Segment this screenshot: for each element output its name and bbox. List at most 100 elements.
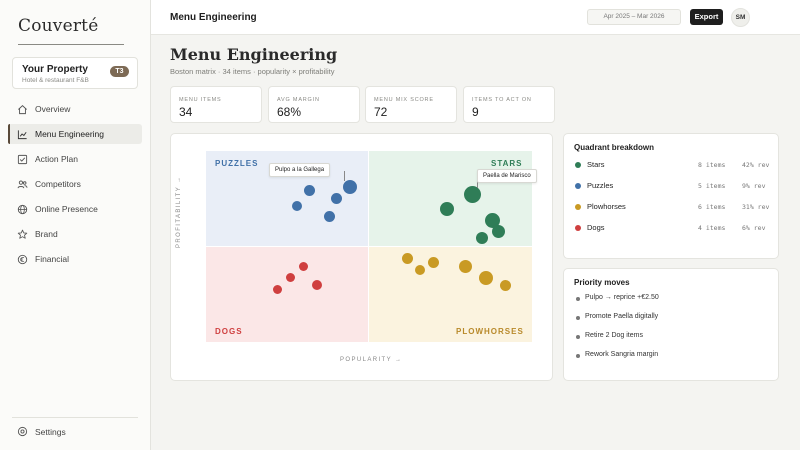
menu-item-dot[interactable] — [402, 253, 413, 264]
sidebar-item-overview[interactable]: Overview — [8, 99, 142, 119]
priority-move-item[interactable]: Retire 2 Dog items — [574, 332, 770, 344]
home-icon — [17, 104, 28, 115]
menu-item-dot[interactable] — [415, 265, 425, 275]
quadrant-count: 4 items — [698, 224, 726, 232]
legend-swatch — [575, 183, 581, 189]
sidebar-item-competitors[interactable]: Competitors — [8, 174, 142, 194]
menu-item-dot[interactable] — [500, 280, 511, 291]
quadrant-name: Dogs — [587, 223, 605, 232]
quadrant-count: 8 items — [698, 161, 726, 169]
kpi-label: MENU MIX SCORE — [374, 97, 434, 103]
globe-icon — [17, 204, 28, 215]
checkbox-icon — [17, 154, 28, 165]
priority-moves-panel: Priority moves Pulpo → reprice +€2.50 Pr… — [563, 268, 779, 381]
quadrant-label-dogs: DOGS — [215, 327, 243, 336]
x-axis-label: POPULARITY → — [340, 357, 403, 363]
priority-move-text: Promote Paella digitally — [585, 313, 659, 320]
sidebar-item-online-presence[interactable]: Online Presence — [8, 199, 142, 219]
priority-move-text: Retire 2 Dog items — [585, 332, 643, 339]
quadrant-revenue: 31% rev — [742, 203, 770, 211]
priority-move-text: Pulpo → reprice +€2.50 — [585, 294, 659, 301]
bullet-icon — [576, 316, 580, 320]
sidebar-item-brand[interactable]: Brand — [8, 224, 142, 244]
priority-move-item[interactable]: Pulpo → reprice +€2.50 — [574, 294, 770, 306]
users-icon — [17, 179, 28, 190]
menu-item-dot[interactable] — [286, 273, 295, 282]
menu-item-dot[interactable] — [312, 280, 322, 290]
brand-logo: Couverté — [18, 16, 99, 36]
sidebar-item-label: Overview — [35, 104, 71, 114]
quadrant-breakdown-panel: Quadrant breakdown Stars 8 items 42% rev… — [563, 133, 779, 259]
sidebar: Couverté Your Property Hotel & restauran… — [0, 0, 151, 450]
legend-swatch — [575, 204, 581, 210]
page-title: Menu Engineering — [170, 45, 338, 64]
menu-item-dot[interactable] — [273, 285, 282, 294]
logo-divider — [18, 44, 124, 45]
top-bar: Menu Engineering Apr 2025 – Mar 2026 Exp… — [151, 0, 800, 35]
sidebar-item-label: Online Presence — [35, 204, 98, 214]
menu-item-dot[interactable] — [324, 211, 335, 222]
kpi-value: 72 — [374, 105, 388, 119]
sidebar-item-financial[interactable]: Financial — [8, 249, 142, 269]
legend-swatch — [575, 162, 581, 168]
property-switcher[interactable]: Your Property Hotel & restaurant F&B T3 — [12, 57, 138, 89]
sidebar-item-label: Competitors — [35, 179, 81, 189]
kpi-card-avg-margin: AVG MARGIN 68% — [268, 86, 360, 123]
quadrant-row-puzzles: Puzzles 5 items 9% rev — [574, 181, 770, 193]
quadrant-row-dogs: Dogs 4 items 6% rev — [574, 223, 770, 235]
panel-title: Priority moves — [574, 278, 630, 287]
menu-item-dot[interactable] — [476, 232, 488, 244]
quadrant-plowhorses — [369, 247, 532, 342]
callout-leader — [477, 179, 478, 188]
quadrant-name: Stars — [587, 160, 605, 169]
sidebar-nav: Overview Menu Engineering Action Plan Co… — [8, 99, 142, 274]
sidebar-item-label: Financial — [35, 254, 70, 264]
gear-icon — [17, 426, 28, 437]
star-icon — [17, 229, 28, 240]
menu-item-dot[interactable] — [299, 262, 308, 271]
sidebar-item-label: Menu Engineering — [35, 129, 104, 139]
kpi-value: 68% — [277, 105, 302, 119]
coin-icon — [17, 254, 28, 265]
sidebar-item-settings[interactable]: Settings — [17, 426, 66, 437]
y-axis-label: PROFITABILITY → — [176, 175, 182, 248]
menu-item-dot[interactable] — [459, 260, 472, 273]
quadrant-dogs — [206, 247, 369, 342]
callout-leader — [344, 171, 345, 181]
menu-item-dot[interactable] — [428, 257, 439, 268]
sidebar-item-label: Brand — [35, 229, 58, 239]
quadrant-revenue: 42% rev — [742, 161, 770, 169]
menu-item-dot[interactable] — [343, 180, 357, 194]
menu-item-dot[interactable] — [440, 202, 454, 216]
chart-icon — [17, 129, 28, 140]
avatar[interactable]: SM — [731, 8, 750, 27]
kpi-label: MENU ITEMS — [179, 97, 222, 103]
menu-item-dot[interactable] — [464, 186, 481, 203]
kpi-label: ITEMS TO ACT ON — [472, 97, 532, 103]
quadrant-name: Puzzles — [587, 181, 614, 190]
quadrant-label-stars: STARS — [491, 159, 523, 168]
sidebar-divider — [12, 417, 138, 418]
boston-matrix: PUZZLES STARS DOGS PLOWHORSES Pulpo a la… — [206, 151, 537, 342]
settings-label: Settings — [35, 426, 66, 437]
menu-item-dot[interactable] — [479, 271, 493, 285]
date-range-picker[interactable]: Apr 2025 – Mar 2026 — [587, 9, 681, 25]
menu-item-dot[interactable] — [331, 193, 342, 204]
legend-swatch — [575, 225, 581, 231]
bullet-icon — [576, 297, 580, 301]
menu-item-dot[interactable] — [304, 185, 315, 196]
menu-item-dot[interactable] — [292, 201, 302, 211]
priority-move-item[interactable]: Promote Paella digitally — [574, 313, 770, 325]
sidebar-item-action-plan[interactable]: Action Plan — [8, 149, 142, 169]
menu-item-dot[interactable] — [492, 225, 505, 238]
quadrant-label-puzzles: PUZZLES — [215, 159, 259, 168]
sidebar-item-menu-engineering[interactable]: Menu Engineering — [8, 124, 142, 144]
quadrant-divider — [206, 246, 532, 247]
kpi-value: 34 — [179, 105, 193, 119]
kpi-card-menu-mix-score: MENU MIX SCORE 72 — [365, 86, 457, 123]
export-button[interactable]: Export — [690, 9, 723, 25]
quadrant-count: 6 items — [698, 203, 726, 211]
quadrant-revenue: 9% rev — [742, 182, 766, 190]
menu-item-dot[interactable] — [485, 213, 500, 228]
priority-move-item[interactable]: Rework Sangria margin — [574, 351, 770, 363]
